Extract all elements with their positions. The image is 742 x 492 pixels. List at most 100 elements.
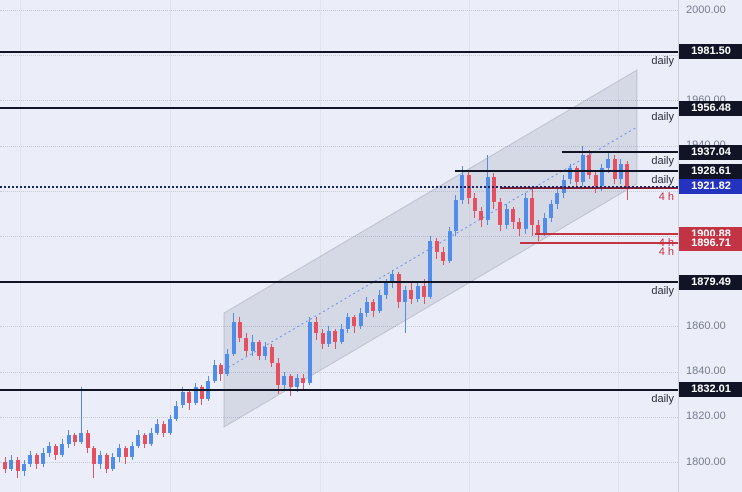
candle — [28, 455, 33, 465]
price-label-1832.01: 1832.01 — [679, 382, 742, 398]
candle — [149, 432, 154, 444]
timeframe-tag: 4 h — [658, 190, 674, 203]
vertical-gridline — [170, 0, 171, 492]
candle — [180, 391, 185, 406]
candle — [168, 419, 173, 433]
vertical-gridline — [469, 0, 470, 492]
candle — [593, 174, 598, 187]
candle — [441, 251, 446, 261]
trend-channel-drawing[interactable] — [0, 0, 678, 492]
candle — [606, 159, 611, 169]
level-line-1900.88[interactable] — [535, 233, 678, 235]
candle — [358, 312, 363, 327]
candle — [155, 423, 160, 433]
candle — [314, 321, 319, 334]
price-axis[interactable]: 2000.001960.001940.001860.001840.001820.… — [678, 0, 742, 492]
level-line-1879.49[interactable] — [0, 281, 678, 284]
candle — [345, 317, 350, 329]
candle — [237, 321, 242, 338]
candle — [453, 199, 458, 232]
price-label-1879.49: 1879.49 — [679, 274, 742, 290]
candle — [269, 346, 274, 363]
candle — [326, 330, 331, 345]
axis-tick: 1820.00 — [686, 410, 726, 423]
candle — [428, 240, 433, 298]
candle — [91, 448, 96, 465]
candle — [574, 168, 579, 182]
candle — [161, 423, 166, 433]
candle — [403, 290, 408, 302]
candle — [34, 455, 39, 465]
candle — [288, 376, 293, 388]
vertical-gridline — [320, 0, 321, 492]
level-line-1928.61[interactable] — [455, 170, 678, 173]
level-line-1832.01[interactable] — [0, 388, 678, 391]
candle — [22, 464, 27, 472]
candle — [136, 434, 141, 447]
candle — [352, 317, 357, 327]
candle — [231, 321, 236, 354]
candle — [434, 240, 439, 252]
price-gridline — [0, 55, 678, 57]
level-line-1937.04[interactable] — [562, 151, 678, 154]
timeframe-tag: daily — [651, 174, 674, 187]
current-price-label: 1921.82 — [679, 179, 742, 195]
candle — [142, 434, 147, 444]
candle — [587, 154, 592, 175]
price-label-1896.71: 1896.71 — [679, 235, 742, 251]
candle — [199, 387, 204, 399]
candle — [371, 301, 376, 311]
candle — [307, 321, 312, 383]
price-label-1956.48: 1956.48 — [679, 100, 742, 116]
candle — [612, 159, 617, 180]
candle — [422, 285, 427, 298]
candle — [568, 168, 573, 180]
candle — [295, 378, 300, 388]
price-gridline — [0, 326, 678, 328]
axis-tick: 1860.00 — [686, 319, 726, 332]
candle — [599, 168, 604, 187]
candle — [320, 333, 325, 345]
vertical-gridline — [20, 0, 21, 492]
candle — [504, 208, 509, 225]
candle — [218, 364, 223, 374]
candle — [491, 177, 496, 203]
timeframe-tag: daily — [651, 111, 674, 124]
candle — [41, 452, 46, 465]
candle — [301, 378, 306, 383]
price-label-1928.61: 1928.61 — [679, 163, 742, 179]
candle — [276, 362, 281, 386]
price-gridline — [0, 100, 678, 102]
price-label-1937.04: 1937.04 — [679, 144, 742, 160]
candle — [523, 197, 528, 230]
candle — [47, 446, 52, 453]
candle — [130, 446, 134, 458]
candle — [415, 285, 420, 300]
candle — [117, 448, 122, 458]
level-line-4h[interactable] — [500, 186, 678, 189]
price-gridline — [0, 462, 678, 463]
candle — [511, 208, 515, 223]
candle — [339, 328, 344, 343]
candle — [549, 204, 554, 218]
level-line-1956.48[interactable] — [0, 107, 678, 110]
candle — [364, 301, 369, 313]
candle — [384, 283, 388, 295]
candle-wick — [404, 285, 406, 334]
price-gridline — [0, 145, 678, 147]
candle — [447, 231, 452, 261]
level-line-1896.71[interactable] — [520, 242, 678, 245]
candle — [85, 432, 90, 449]
level-line-1981.50[interactable] — [0, 50, 678, 53]
candle — [3, 462, 7, 469]
candle — [485, 177, 490, 221]
price-label-1981.50: 1981.50 — [679, 44, 742, 60]
candle — [66, 434, 71, 444]
price-gridline — [0, 190, 678, 192]
candle — [212, 364, 217, 381]
candle — [517, 222, 522, 230]
timeframe-tag: daily — [651, 54, 674, 67]
candle — [390, 274, 395, 284]
